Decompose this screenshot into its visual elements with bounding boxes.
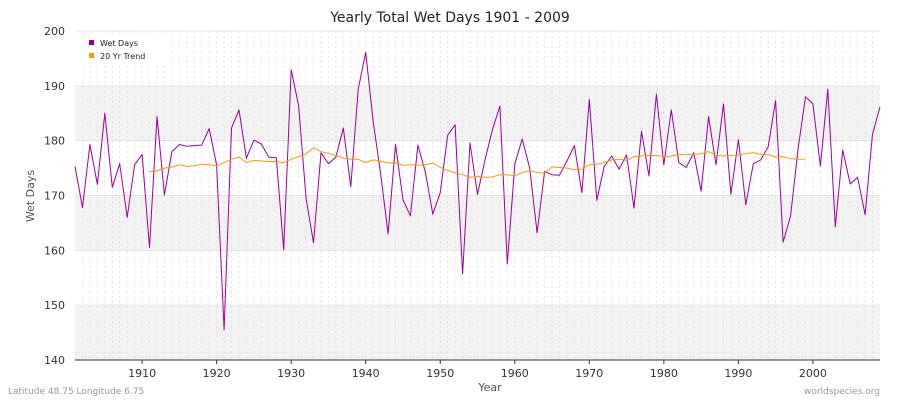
footer-source: worldspecies.org <box>804 387 880 397</box>
trend-line <box>149 147 806 178</box>
x-tick-label: 2000 <box>799 367 827 380</box>
y-tick-label: 180 <box>44 135 65 148</box>
legend-label-wet-days: Wet Days <box>100 39 138 48</box>
x-tick-label: 1950 <box>426 367 454 380</box>
legend-box <box>80 34 166 64</box>
x-tick-label: 1930 <box>277 367 305 380</box>
y-axis-ticks: 140 150 160 170 180 190 200 <box>44 25 65 367</box>
y-tick-label: 150 <box>44 299 65 312</box>
legend: Wet Days 20 Yr Trend <box>80 34 166 64</box>
y-axis-label: Wet Days <box>24 170 37 223</box>
y-tick-label: 160 <box>44 244 65 257</box>
wet-days-line <box>74 51 881 331</box>
legend-swatch-trend <box>89 53 94 58</box>
y-tick-label: 140 <box>44 354 65 367</box>
x-tick-label: 1970 <box>575 367 603 380</box>
x-tick-label: 1910 <box>128 367 156 380</box>
x-axis-ticks: 1910 1920 1930 1940 1950 1960 1970 1980 1990 2000 <box>128 360 827 380</box>
x-axis-label: Year <box>477 381 502 394</box>
legend-swatch-wet-days <box>89 40 94 45</box>
footer-location: Latitude 48.75 Longitude 6.75 <box>8 387 144 397</box>
x-tick-label: 1920 <box>203 367 231 380</box>
x-tick-label: 1990 <box>724 367 752 380</box>
x-tick-label: 1940 <box>352 367 380 380</box>
y-tick-label: 170 <box>44 190 65 203</box>
legend-label-trend: 20 Yr Trend <box>100 52 145 61</box>
y-tick-label: 200 <box>44 25 65 38</box>
y-tick-label: 190 <box>44 80 65 93</box>
series-layer <box>74 51 881 331</box>
x-tick-label: 1960 <box>501 367 529 380</box>
x-tick-label: 1980 <box>650 367 678 380</box>
chart-title: Yearly Total Wet Days 1901 - 2009 <box>329 10 570 26</box>
